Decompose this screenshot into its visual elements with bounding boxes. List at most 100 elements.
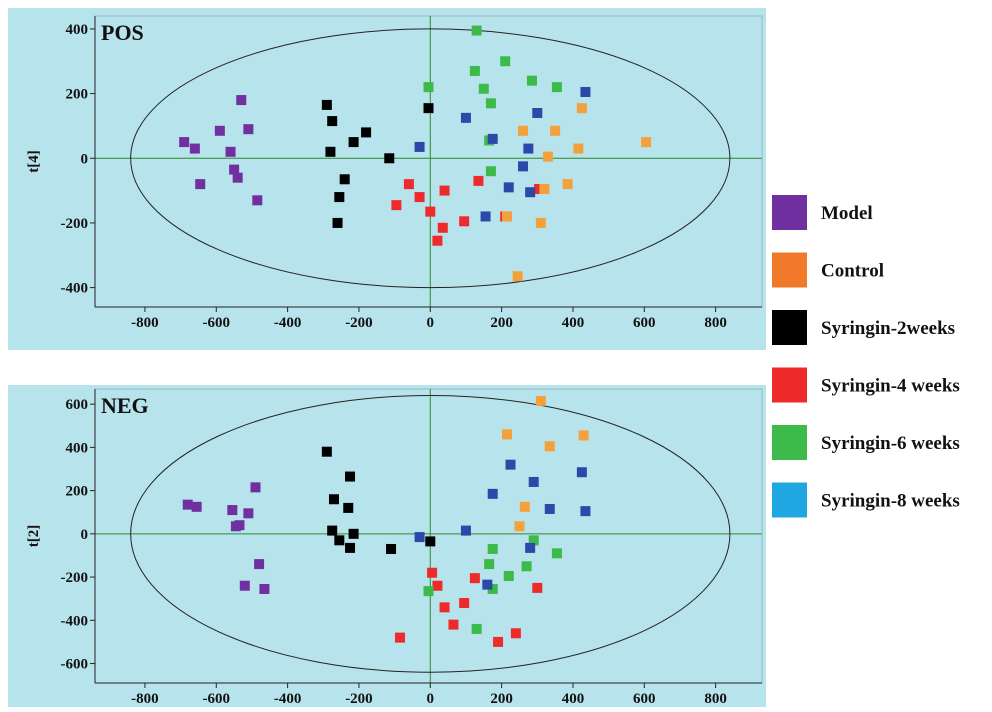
point-model: [225, 146, 236, 157]
point-syringin-8-weeks: [503, 182, 514, 193]
point-syringin-8-weeks: [480, 211, 491, 222]
point-syringin-2weeks: [425, 536, 436, 547]
x-tick-label: 400: [562, 691, 585, 707]
point-syringin-4-weeks: [493, 636, 504, 647]
point-control: [501, 429, 512, 440]
point-syringin-8-weeks: [487, 133, 498, 144]
point-model: [234, 520, 245, 531]
y-tick-label: -400: [61, 281, 89, 297]
y-axis-label: t[4]: [26, 150, 42, 173]
hotelling-ellipse: [130, 28, 731, 289]
x-tick-label: 0: [427, 315, 435, 331]
x-tick-label: -400: [274, 691, 302, 707]
panel-title: POS: [101, 20, 144, 45]
point-syringin-4-weeks: [473, 175, 484, 186]
point-control: [514, 521, 525, 532]
point-syringin-8-weeks: [580, 506, 591, 517]
point-model: [189, 143, 200, 154]
point-syringin-4-weeks: [439, 185, 450, 196]
point-syringin-6-weeks: [500, 56, 511, 67]
point-syringin-2weeks: [321, 99, 332, 110]
point-control: [550, 125, 561, 136]
legend-swatch-syringin-4-weeks: [772, 367, 807, 403]
neg-panel: -800 -600 -400 -200 0 200 400 600 800 -600 -400 -20…: [8, 385, 766, 707]
point-model: [259, 583, 270, 594]
point-syringin-4-weeks: [459, 216, 470, 227]
point-syringin-4-weeks: [403, 179, 414, 190]
x-tick-label: -600: [203, 691, 231, 707]
point-syringin-2weeks: [334, 192, 345, 203]
x-tick-label: -800: [131, 691, 159, 707]
point-control: [539, 183, 550, 194]
x-tick-label: -200: [345, 315, 373, 331]
point-model: [252, 195, 263, 206]
point-model: [239, 580, 250, 591]
point-syringin-6-weeks: [423, 586, 434, 597]
x-tick-label: 600: [633, 315, 656, 331]
point-syringin-6-weeks: [423, 82, 434, 93]
legend-label-syringin-2weeks: Syringin-2weeks: [821, 318, 955, 339]
point-model: [243, 508, 254, 519]
legend-label-model: Model: [821, 203, 873, 224]
point-control: [576, 103, 587, 114]
legend-swatch-syringin-6-weeks: [772, 425, 807, 460]
point-syringin-6-weeks: [478, 83, 489, 94]
point-syringin-6-weeks: [485, 166, 496, 177]
point-syringin-8-weeks: [414, 532, 425, 543]
x-tick-label: -600: [203, 315, 231, 331]
x-tick-label: -800: [131, 315, 159, 331]
legend-swatch-control: [772, 252, 807, 288]
point-model: [179, 137, 190, 148]
point-syringin-2weeks: [345, 542, 356, 553]
point-syringin-2weeks: [343, 502, 354, 513]
point-model: [229, 164, 240, 175]
point-syringin-8-weeks: [576, 467, 587, 478]
point-syringin-8-weeks: [487, 488, 498, 499]
point-syringin-4-weeks: [427, 567, 438, 578]
point-syringin-6-weeks: [526, 75, 537, 86]
x-tick-label: 800: [704, 691, 727, 707]
point-syringin-2weeks: [328, 494, 339, 505]
point-syringin-2weeks: [348, 528, 359, 539]
point-syringin-6-weeks: [487, 583, 498, 594]
point-syringin-2weeks: [348, 137, 359, 148]
point-syringin-2weeks: [384, 153, 395, 164]
point-syringin-2weeks: [339, 174, 350, 185]
point-syringin-6-weeks: [528, 535, 539, 546]
point-syringin-2weeks: [332, 217, 343, 228]
legend-label-control: Control: [821, 261, 884, 282]
point-model: [227, 505, 238, 516]
point-syringin-6-weeks: [521, 561, 532, 572]
point-model: [195, 179, 206, 190]
point-syringin-6-weeks: [487, 543, 498, 554]
point-syringin-8-weeks: [580, 86, 591, 97]
y-tick-label: 200: [66, 484, 89, 500]
x-tick-label: 200: [490, 315, 513, 331]
point-syringin-8-weeks: [482, 579, 493, 590]
point-syringin-8-weeks: [525, 542, 536, 553]
y-tick-label: -600: [61, 657, 89, 673]
point-syringin-2weeks: [327, 525, 338, 536]
point-syringin-6-weeks: [484, 559, 495, 570]
point-syringin-2weeks: [321, 446, 332, 457]
point-model: [214, 125, 225, 136]
point-syringin-2weeks: [327, 116, 338, 127]
point-syringin-6-weeks: [485, 98, 496, 109]
point-syringin-6-weeks: [471, 25, 482, 36]
point-control: [544, 441, 555, 452]
point-syringin-6-weeks: [551, 82, 562, 93]
y-tick-label: -400: [61, 613, 89, 629]
point-syringin-8-weeks: [460, 525, 471, 536]
legend-swatch-syringin-2weeks: [772, 310, 807, 345]
y-tick-label: 0: [81, 527, 89, 543]
point-control: [573, 143, 584, 154]
x-tick-label: 800: [704, 315, 727, 331]
point-syringin-4-weeks: [439, 602, 450, 613]
point-syringin-6-weeks: [551, 548, 562, 559]
y-tick-label: 400: [66, 440, 89, 456]
y-axis-label: t[2]: [26, 525, 42, 548]
point-model: [250, 482, 261, 493]
point-syringin-8-weeks: [505, 459, 516, 470]
point-syringin-4-weeks: [459, 598, 470, 609]
